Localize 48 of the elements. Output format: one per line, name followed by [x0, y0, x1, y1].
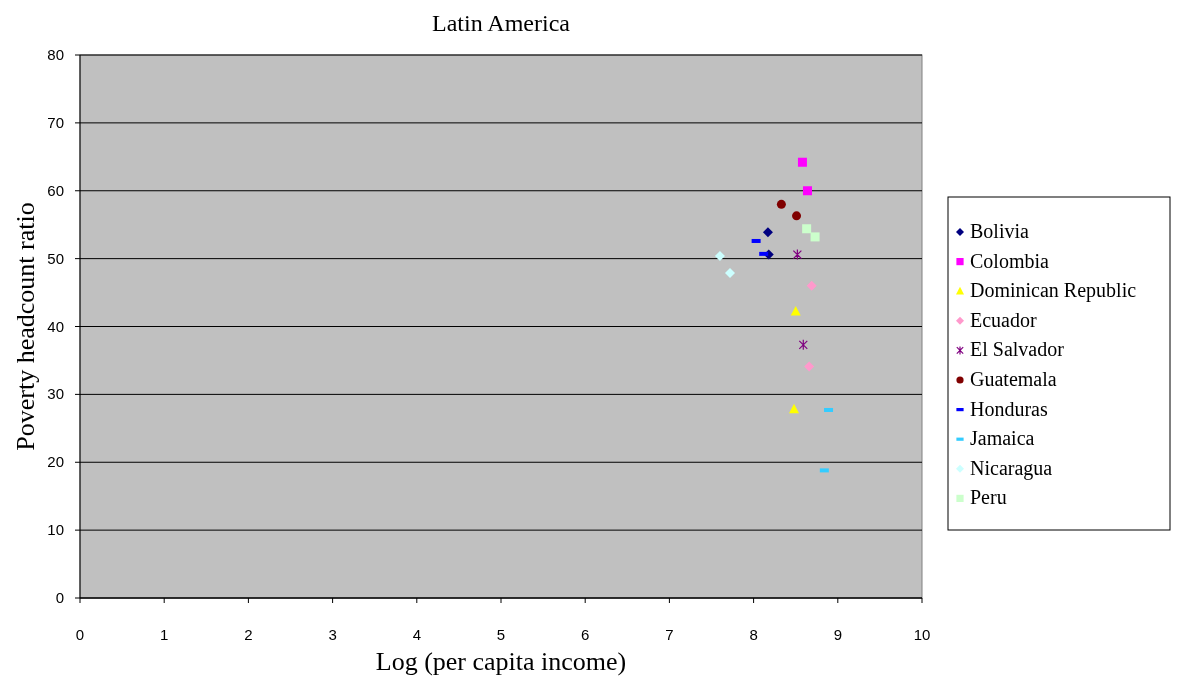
legend-label: Ecuador [970, 308, 1037, 331]
y-tick-label: 50 [47, 249, 64, 267]
x-tick-label: 2 [244, 626, 253, 643]
legend-label: Peru [970, 486, 1007, 509]
point [802, 186, 812, 196]
x-tick-label: 8 [749, 626, 758, 643]
y-tick-label: 30 [47, 385, 64, 403]
point [714, 250, 725, 261]
point [804, 361, 815, 372]
legend-label: Dominican Republic [970, 279, 1137, 303]
x-tick-label: 6 [581, 626, 590, 643]
x-tick-label: 7 [665, 626, 674, 643]
y-tick-label: 60 [47, 181, 64, 199]
y-tick-label: 10 [47, 521, 64, 539]
y-tick-label: 70 [47, 113, 64, 131]
y-tick-label: 80 [47, 46, 64, 63]
x-tick-label: 10 [913, 626, 931, 643]
x-tick-label: 9 [833, 626, 842, 643]
point [798, 339, 808, 351]
point [725, 267, 736, 278]
y-tick-label: 40 [47, 317, 64, 335]
y-tick-label: 0 [55, 589, 64, 606]
x-tick-label: 5 [496, 626, 506, 643]
point [789, 403, 800, 414]
legend-label: Colombia [970, 249, 1050, 272]
point [790, 306, 801, 316]
legend-label: Honduras [970, 397, 1048, 420]
legend-label: Jamaica [970, 427, 1035, 450]
x-axis-title: Log (per capita income) [375, 647, 627, 676]
point [792, 248, 802, 261]
y-axis-title: Poverty headcount ratio [11, 202, 40, 451]
x-tick-label: 4 [412, 626, 421, 643]
chart-title: Latin America [432, 10, 571, 36]
point [806, 280, 817, 291]
y-tick-label: 20 [47, 453, 64, 471]
point [802, 224, 812, 234]
x-tick-label: 1 [160, 626, 169, 643]
legend-label: Bolivia [970, 220, 1030, 242]
point [776, 199, 786, 209]
point [797, 157, 807, 167]
legend-label: Guatemala [970, 368, 1057, 390]
point [762, 227, 773, 238]
point [792, 211, 802, 221]
point [810, 232, 820, 242]
x-tick-label: 0 [75, 626, 85, 643]
legend-label: Nicaragua [970, 456, 1053, 480]
legend-label: El Salvador [970, 338, 1065, 361]
x-tick-label: 3 [328, 626, 337, 643]
